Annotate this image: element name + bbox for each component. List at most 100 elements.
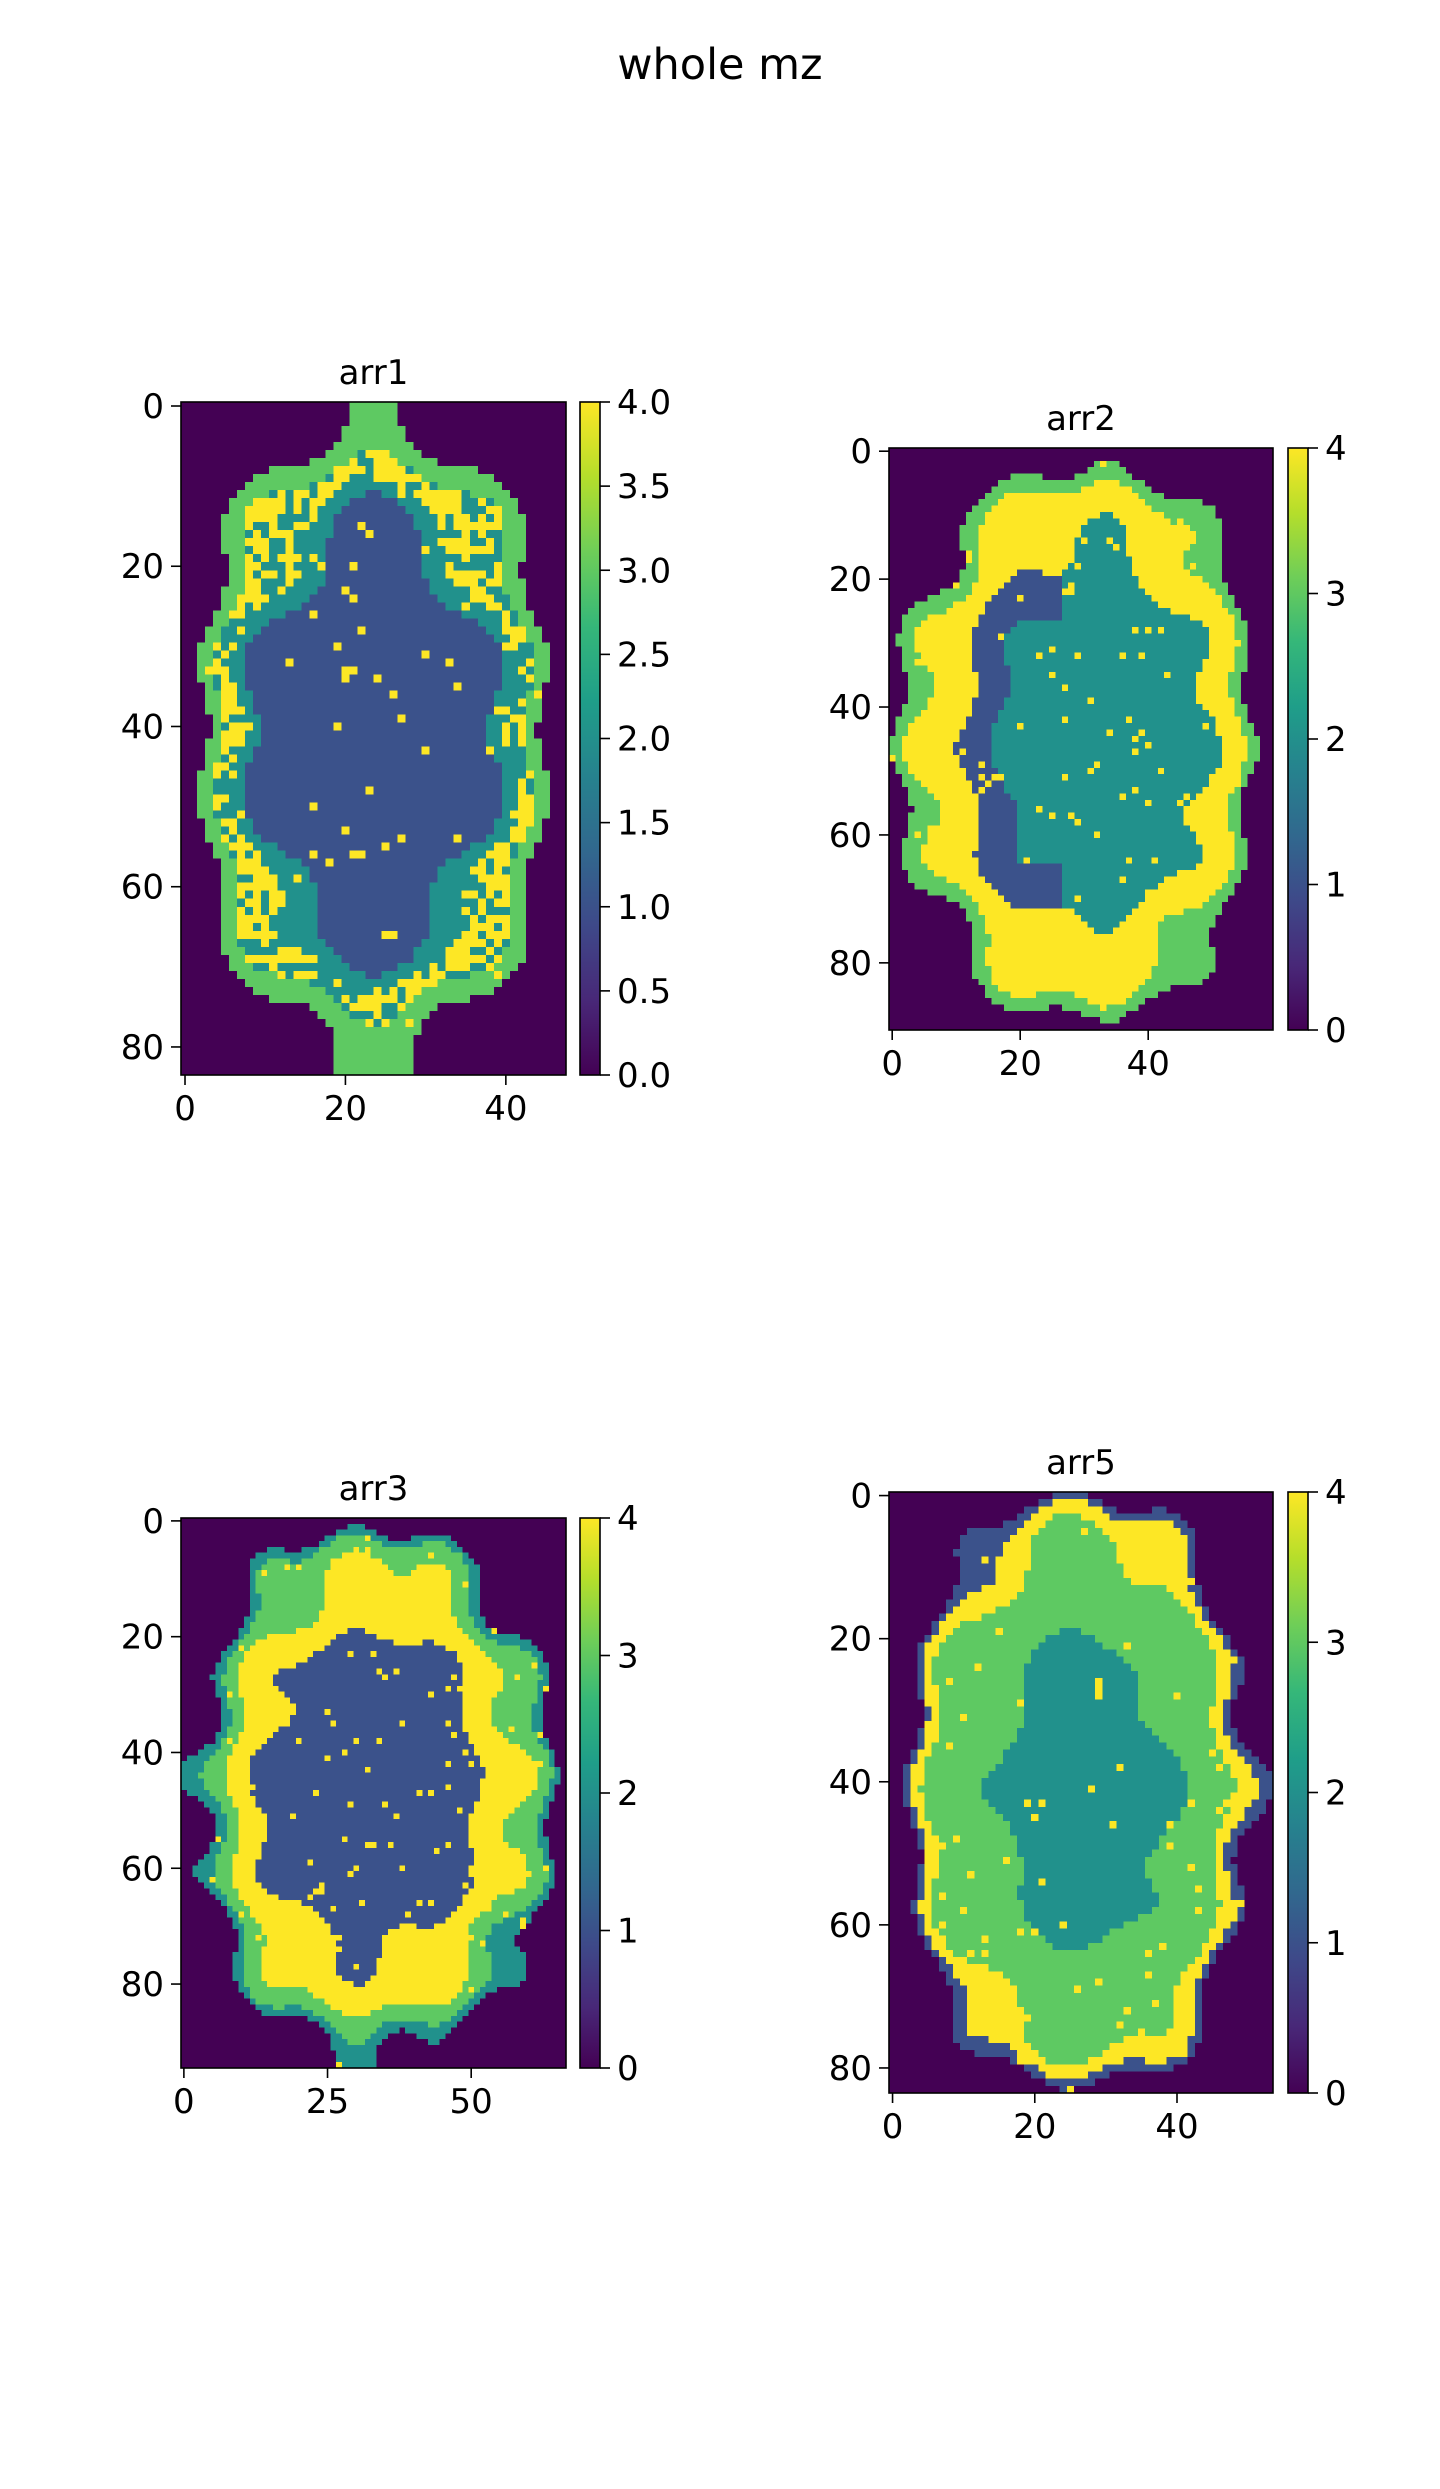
heatmap-cell xyxy=(261,1011,270,1020)
heatmap-cell xyxy=(1183,467,1190,474)
heatmap-cell xyxy=(398,795,407,804)
heatmap-cell xyxy=(494,779,503,788)
heatmap-cell xyxy=(245,1027,254,1036)
heatmap-cell xyxy=(550,554,559,563)
heatmap-cell xyxy=(245,995,254,1004)
heatmap-cell xyxy=(269,851,278,860)
heatmap-cell xyxy=(1215,448,1222,455)
heatmap-cell xyxy=(1107,480,1114,487)
heatmap-cell xyxy=(542,851,551,860)
heatmap-cell xyxy=(382,747,391,756)
heatmap-cell xyxy=(494,1051,503,1060)
heatmap-cell xyxy=(526,835,535,844)
heatmap-cell xyxy=(518,506,527,515)
heatmap-cell xyxy=(550,827,559,836)
heatmap-cell xyxy=(325,498,334,507)
heatmap-cell xyxy=(510,939,519,948)
heatmap-cell xyxy=(1011,538,1018,545)
heatmap-cell xyxy=(534,763,543,772)
heatmap-cell xyxy=(422,811,431,820)
heatmap-cell xyxy=(293,522,302,531)
heatmap-cell xyxy=(494,418,503,427)
heatmap-cell xyxy=(221,434,230,443)
heatmap-cell xyxy=(269,971,278,980)
heatmap-cell xyxy=(1081,531,1088,538)
heatmap-cell xyxy=(406,474,415,483)
heatmap-cell xyxy=(462,498,471,507)
heatmap-cell xyxy=(341,562,350,571)
heatmap-cell xyxy=(1017,493,1024,500)
heatmap-cell xyxy=(526,931,535,940)
heatmap-cell xyxy=(365,787,374,796)
heatmap-cells xyxy=(889,448,1274,1031)
heatmap-cell xyxy=(422,747,431,756)
heatmap-cell xyxy=(245,883,254,892)
heatmap-cell xyxy=(470,634,479,643)
heatmap-cell xyxy=(478,931,487,940)
heatmap-cell xyxy=(229,698,238,707)
heatmap-cell xyxy=(253,939,262,948)
heatmap-cell xyxy=(510,1011,519,1020)
heatmap-cell xyxy=(277,578,286,587)
heatmap-cell xyxy=(237,618,246,627)
heatmap-cell xyxy=(985,448,992,455)
heatmap-cell xyxy=(534,987,543,996)
heatmap-cell xyxy=(454,939,463,948)
heatmap-cell xyxy=(462,418,471,427)
heatmap-cell xyxy=(502,763,511,772)
heatmap-cell xyxy=(947,538,954,545)
heatmap-cell xyxy=(349,522,358,531)
heatmap-cell xyxy=(189,771,198,780)
heatmap-cell xyxy=(261,514,270,523)
heatmap-cell xyxy=(446,698,455,707)
heatmap-cell xyxy=(510,482,519,491)
heatmap-cell xyxy=(365,1035,374,1044)
heatmap-cell xyxy=(502,650,511,659)
heatmap-cell xyxy=(293,474,302,483)
heatmap-cell xyxy=(486,698,495,707)
heatmap-cell xyxy=(325,618,334,627)
heatmap-cell xyxy=(365,915,374,924)
heatmap-cell xyxy=(341,1051,350,1060)
heatmap-cell xyxy=(221,578,230,587)
heatmap-cell xyxy=(189,466,198,475)
heatmap-cell xyxy=(518,755,527,764)
heatmap-cell xyxy=(486,803,495,812)
heatmap-cell xyxy=(341,426,350,435)
heatmap-cell xyxy=(494,851,503,860)
heatmap-cell xyxy=(349,747,358,756)
heatmap-cell xyxy=(526,634,535,643)
heatmap-cell xyxy=(301,1011,310,1020)
heatmap-cell xyxy=(382,939,391,948)
heatmap-cell xyxy=(181,546,190,555)
heatmap-cell xyxy=(382,722,391,731)
heatmap-cell xyxy=(1036,538,1043,545)
heatmap-cell xyxy=(398,634,407,643)
heatmap-cell xyxy=(462,771,471,780)
heatmap-cell xyxy=(349,1019,358,1028)
heatmap-cell xyxy=(349,634,358,643)
heatmap-cell xyxy=(277,450,286,459)
heatmap-cell xyxy=(398,947,407,956)
heatmap-cell xyxy=(470,642,479,651)
heatmap-cell xyxy=(325,458,334,467)
heatmap-cell xyxy=(398,899,407,908)
heatmap-cell xyxy=(197,875,206,884)
heatmap-cell xyxy=(261,602,270,611)
heatmap-cell xyxy=(317,586,326,595)
heatmap-cell xyxy=(309,546,318,555)
heatmap-cell xyxy=(333,995,342,1004)
heatmap-cell xyxy=(333,698,342,707)
heatmap-cell xyxy=(245,546,254,555)
heatmap-cell xyxy=(478,899,487,908)
heatmap-cell xyxy=(1075,499,1082,506)
heatmap-cell xyxy=(1228,448,1235,455)
heatmap-cell xyxy=(221,482,230,491)
heatmap-cell xyxy=(510,803,519,812)
heatmap-cell xyxy=(502,851,511,860)
heatmap-cell xyxy=(317,522,326,531)
heatmap-cell xyxy=(478,1003,487,1012)
heatmap-cell xyxy=(382,674,391,683)
heatmap-cell xyxy=(534,795,543,804)
heatmap-cell xyxy=(510,1027,519,1036)
